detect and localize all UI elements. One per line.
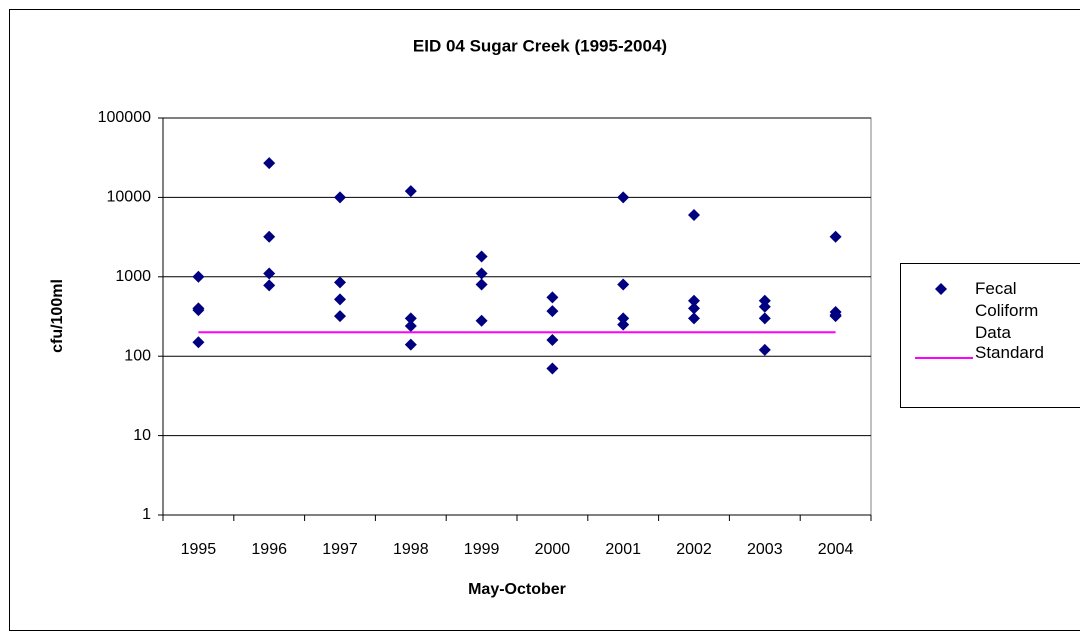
data-point: [617, 191, 630, 204]
x-tick-label: 1999: [464, 541, 500, 558]
y-tick-label: 100000: [98, 109, 151, 126]
x-tick-label: 2002: [676, 541, 712, 558]
x-axis-title: May-October: [468, 581, 566, 598]
legend: Fecal Coliform Data Standard: [900, 263, 1080, 408]
x-tick-label: 2001: [605, 541, 641, 558]
y-axis-title: cfu/100ml: [49, 279, 66, 353]
data-point: [758, 343, 771, 356]
data-point: [688, 294, 700, 307]
data-point: [404, 320, 417, 333]
x-tick-label: 2000: [535, 541, 571, 558]
data-point: [192, 336, 205, 349]
y-tick-label: 100: [124, 347, 151, 364]
data-point: [829, 310, 842, 323]
data-point: [404, 185, 417, 198]
y-tick-label: 1: [142, 506, 151, 523]
data-point: [758, 312, 771, 325]
data-point: [334, 191, 346, 204]
data-point: [475, 278, 488, 291]
x-tick-label: 1997: [322, 541, 358, 558]
data-point: [475, 250, 488, 263]
data-point: [617, 318, 630, 331]
x-tick-label: 1995: [181, 541, 217, 558]
data-point: [829, 230, 842, 243]
data-point: [404, 338, 417, 351]
legend-entry: Standard: [913, 342, 1065, 364]
y-tick-label: 1000: [115, 268, 151, 285]
data-point: [334, 310, 346, 323]
legend-key: [913, 342, 975, 364]
legend-entry: Fecal Coliform Data: [913, 278, 1065, 344]
data-point: [546, 305, 559, 318]
data-point: [475, 267, 488, 280]
y-tick-label: 10: [133, 427, 151, 444]
data-point: [758, 300, 771, 313]
data-point: [688, 312, 700, 325]
x-tick-label: 2004: [818, 541, 854, 558]
y-tick-label: 10000: [107, 189, 152, 206]
data-point: [192, 270, 205, 283]
data-point: [546, 362, 559, 375]
data-point: [758, 294, 771, 307]
data-point: [475, 314, 488, 327]
data-point: [688, 302, 700, 315]
data-point: [546, 291, 559, 304]
data-point: [334, 276, 346, 289]
data-point: [263, 267, 276, 280]
data-point: [404, 312, 417, 325]
data-point: [263, 230, 276, 243]
x-tick-label: 1996: [251, 541, 287, 558]
data-point: [263, 279, 276, 292]
data-point: [617, 278, 630, 291]
legend-label: Standard: [975, 343, 1044, 362]
data-point: [334, 293, 346, 306]
legend-key: [913, 278, 975, 300]
x-tick-label: 2003: [747, 541, 783, 558]
plot-area: [162, 117, 872, 516]
x-tick-label: 1998: [393, 541, 429, 558]
data-point: [546, 333, 559, 346]
data-point: [688, 209, 700, 222]
data-point: [192, 304, 205, 317]
data-point: [617, 312, 630, 325]
legend-label: Fecal Coliform Data: [975, 279, 1039, 342]
chart-title: EID 04 Sugar Creek (1995-2004): [413, 36, 667, 55]
data-point: [263, 157, 276, 170]
